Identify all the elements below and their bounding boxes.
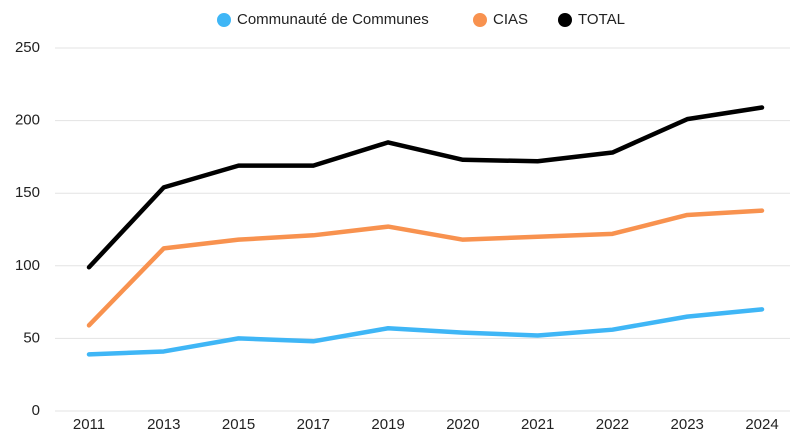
x-tick-label: 2021 bbox=[521, 416, 554, 432]
x-tick-label: 2023 bbox=[671, 416, 704, 432]
x-tick-label: 2017 bbox=[297, 416, 330, 432]
x-tick-label: 2020 bbox=[446, 416, 479, 432]
y-tick-label: 250 bbox=[15, 39, 40, 56]
legend-label: TOTAL bbox=[578, 11, 625, 28]
y-tick-label: 0 bbox=[32, 402, 40, 419]
line-series bbox=[86, 208, 765, 328]
x-tick-label: 2011 bbox=[73, 416, 105, 432]
x-tick-label: 2013 bbox=[147, 416, 180, 432]
x-tick-label: 2015 bbox=[222, 416, 255, 432]
y-tick-label: 200 bbox=[15, 112, 40, 129]
legend-marker bbox=[217, 13, 231, 27]
legend-marker bbox=[473, 13, 487, 27]
y-tick-label: 100 bbox=[15, 257, 40, 274]
legend-label: Communauté de Communes bbox=[237, 11, 429, 28]
line-series bbox=[86, 307, 765, 357]
line-series bbox=[86, 105, 765, 270]
y-tick-label: 50 bbox=[23, 329, 40, 346]
x-tick-label: 2022 bbox=[596, 416, 629, 432]
legend-marker bbox=[558, 13, 572, 27]
legend-label: CIAS bbox=[493, 11, 528, 28]
x-tick-label: 2019 bbox=[371, 416, 404, 432]
y-tick-label: 150 bbox=[15, 184, 40, 201]
x-tick-label: 2024 bbox=[745, 416, 778, 432]
